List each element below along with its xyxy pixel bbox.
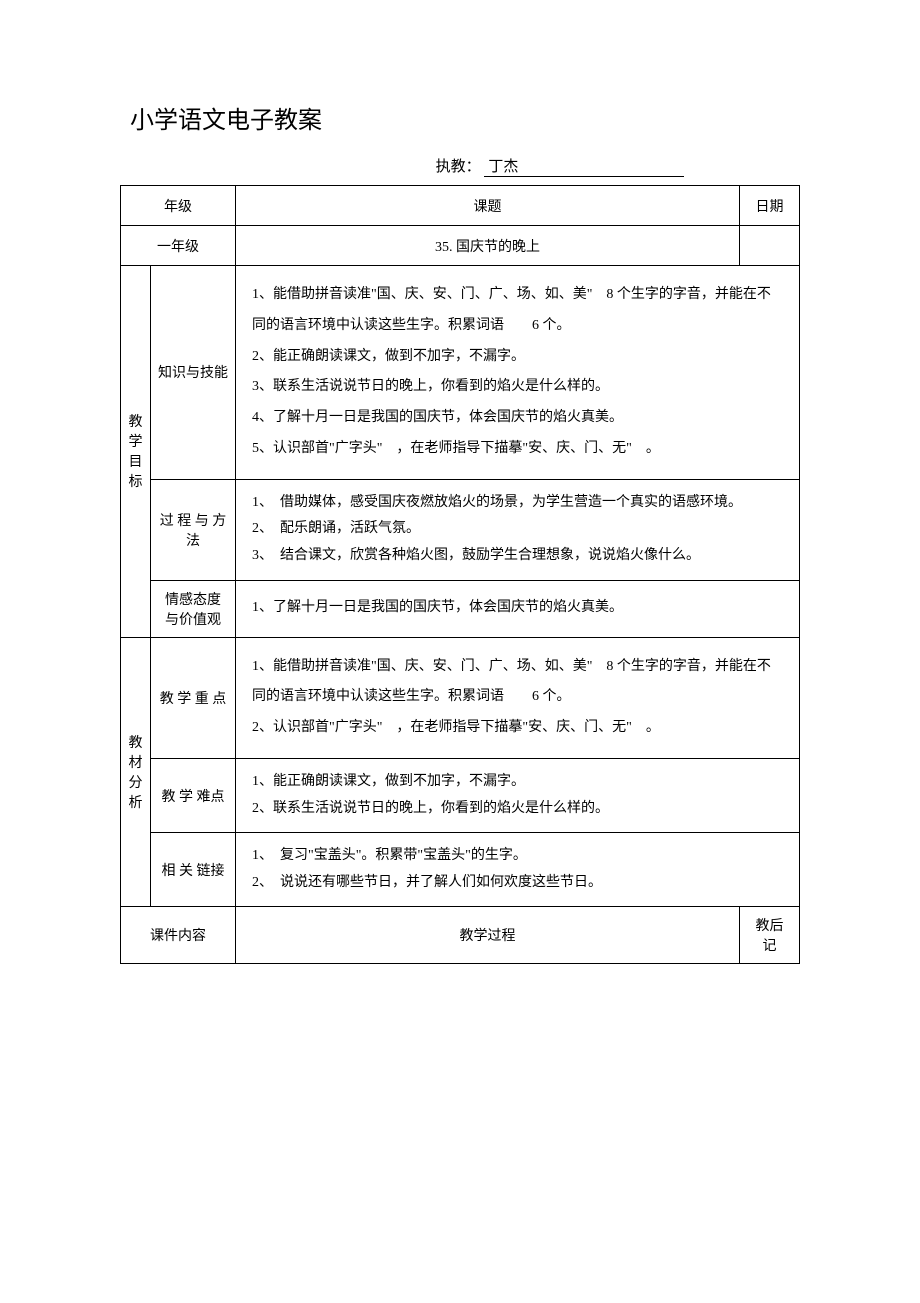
keypoint-row: 教材分析 教 学 重 点 1、能借助拼音读准"国、庆、安、门、广、场、如、美" … [121,637,800,758]
attitude-content: 1、了解十月一日是我国的国庆节，体会国庆节的焰火真美。 [236,580,800,637]
teacher-line: 执教： 丁杰 [120,155,800,177]
keypoint-content: 1、能借助拼音读准"国、庆、安、门、广、场、如、美" 8 个生字的字音，并能在不… [236,637,800,758]
postnote-label: 教后记 [740,907,800,964]
knowledge-label: 知识与技能 [151,266,236,480]
link-content: 1、 复习"宝盖头"。积累带"宝盖头"的生字。 2、 说说还有哪些节日，并了解人… [236,833,800,907]
attitude-label-line2: 与价值观 [155,609,231,629]
attitude-label-line1: 情感态度 [155,589,231,609]
process-item-1: 1、 借助媒体，感受国庆夜燃放焰火的场景，为学生营造一个真实的语感环境。 [252,490,783,517]
link-item-1: 1、 复习"宝盖头"。积累带"宝盖头"的生字。 [252,843,783,870]
footer-row: 课件内容 教学过程 教后记 [121,907,800,964]
process-footer-label: 教学过程 [236,907,740,964]
link-label: 相 关 链接 [151,833,236,907]
knowledge-item-5: 5、认识部首"广字头" ，在老师指导下描摹"安、庆、门、无" 。 [252,434,783,465]
keypoint-label: 教 学 重 点 [151,637,236,758]
header-row-1: 年级 课题 日期 [121,186,800,226]
difficulty-label: 教 学 难点 [151,758,236,832]
attitude-row: 情感态度 与价值观 1、了解十月一日是我国的国庆节，体会国庆节的焰火真美。 [121,580,800,637]
process-row: 过 程 与 方 法 1、 借助媒体，感受国庆夜燃放焰火的场景，为学生营造一个真实… [121,479,800,580]
keypoint-item-2: 2、认识部首"广字头" ，在老师指导下描摹"安、庆、门、无" 。 [252,713,783,744]
difficulty-content: 1、能正确朗读课文，做到不加字，不漏字。 2、联系生活说说节日的晚上，你看到的焰… [236,758,800,832]
process-item-2: 2、 配乐朗诵，活跃气氛。 [252,516,783,543]
date-label: 日期 [740,186,800,226]
knowledge-item-1: 1、能借助拼音读准"国、庆、安、门、广、场、如、美" 8 个生字的字音，并能在不… [252,280,783,342]
courseware-label: 课件内容 [121,907,236,964]
material-section-label: 教材分析 [121,637,151,907]
knowledge-content: 1、能借助拼音读准"国、庆、安、门、广、场、如、美" 8 个生字的字音，并能在不… [236,266,800,480]
goals-section-label: 教学目标 [121,266,151,638]
knowledge-row: 教学目标 知识与技能 1、能借助拼音读准"国、庆、安、门、广、场、如、美" 8 … [121,266,800,480]
teacher-name: 丁杰 [484,155,684,177]
attitude-label: 情感态度 与价值观 [151,580,236,637]
teacher-label: 执教： [436,159,481,175]
process-content: 1、 借助媒体，感受国庆夜燃放焰火的场景，为学生营造一个真实的语感环境。 2、 … [236,479,800,580]
grade-value: 一年级 [121,226,236,266]
lesson-plan-table: 年级 课题 日期 一年级 35. 国庆节的晚上 教学目标 知识与技能 1、能借助… [120,185,800,964]
header-row-2: 一年级 35. 国庆节的晚上 [121,226,800,266]
page-title: 小学语文电子教案 [130,100,800,135]
difficulty-row: 教 学 难点 1、能正确朗读课文，做到不加字，不漏字。 2、联系生活说说节日的晚… [121,758,800,832]
link-item-2: 2、 说说还有哪些节日，并了解人们如何欢度这些节日。 [252,870,783,897]
process-item-3: 3、 结合课文，欣赏各种焰火图，鼓励学生合理想象，说说焰火像什么。 [252,543,783,570]
difficulty-item-1: 1、能正确朗读课文，做到不加字，不漏字。 [252,769,783,796]
knowledge-item-4: 4、了解十月一日是我国的国庆节，体会国庆节的焰火真美。 [252,403,783,434]
grade-label: 年级 [121,186,236,226]
process-label: 过 程 与 方 法 [151,479,236,580]
knowledge-item-3: 3、联系生活说说节日的晚上，你看到的焰火是什么样的。 [252,372,783,403]
topic-label: 课题 [236,186,740,226]
topic-value: 35. 国庆节的晚上 [236,226,740,266]
link-row: 相 关 链接 1、 复习"宝盖头"。积累带"宝盖头"的生字。 2、 说说还有哪些… [121,833,800,907]
difficulty-item-2: 2、联系生活说说节日的晚上，你看到的焰火是什么样的。 [252,796,783,823]
keypoint-item-1: 1、能借助拼音读准"国、庆、安、门、广、场、如、美" 8 个生字的字音，并能在不… [252,652,783,714]
knowledge-item-2: 2、能正确朗读课文，做到不加字，不漏字。 [252,342,783,373]
date-value [740,226,800,266]
